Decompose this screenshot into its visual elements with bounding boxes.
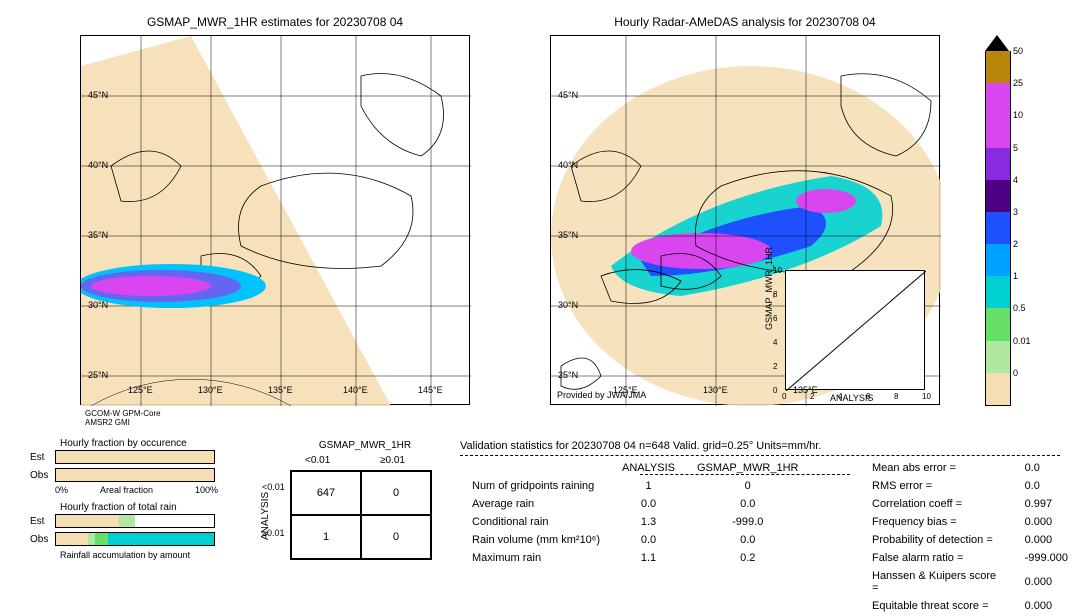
validation-metrics: Mean abs error =0.0RMS error =0.0Correla… — [860, 458, 1080, 616]
colorbar: 502510543210.50.010 — [985, 35, 1011, 406]
contingency-table: 647 0 1 0 — [290, 470, 432, 560]
left-map-title: GSMAP_MWR_1HR estimates for 20230708 04 — [80, 15, 470, 29]
occ-row-est: Est — [30, 452, 44, 463]
occ-bar-est — [55, 450, 215, 464]
validation-header: Validation statistics for 20230708 04 n=… — [460, 440, 821, 452]
scatter-plot — [785, 270, 925, 390]
rain-row-obs: Obs — [30, 534, 48, 545]
fraction-rain-title: Hourly fraction of total rain — [60, 502, 177, 513]
fraction-occ-title: Hourly fraction by occurence — [60, 438, 187, 449]
sensor-legend: GCOM-W GPM-Core AMSR2 GMI — [85, 410, 161, 428]
occ-bar-obs — [55, 468, 215, 482]
rain-bar-obs — [55, 532, 215, 546]
occ-row-obs: Obs — [30, 470, 48, 481]
rain-caption: Rainfall accumulation by amount — [60, 550, 190, 560]
rain-band — [81, 264, 266, 308]
rain-row-est: Est — [30, 516, 44, 527]
left-map — [80, 35, 470, 405]
rain-bar-est — [55, 514, 215, 528]
contingency-col-title: GSMAP_MWR_1HR — [300, 440, 430, 451]
right-map-title: Hourly Radar-AMeDAS analysis for 2023070… — [550, 15, 940, 29]
